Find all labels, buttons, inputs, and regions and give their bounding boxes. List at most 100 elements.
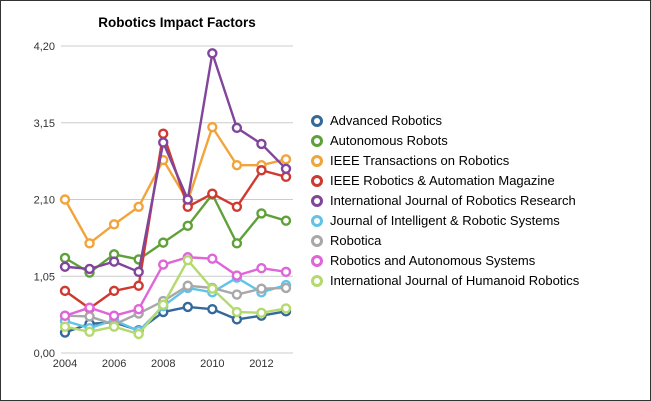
series-robotics-and-autonomous-systems (59, 252, 292, 321)
legend-label: Robotics and Autonomous Systems (330, 253, 536, 268)
series-line (63, 52, 288, 274)
legend-label: IEEE Transactions on Robotics (330, 153, 510, 168)
data-point-marker (280, 266, 292, 278)
data-point-marker (231, 238, 243, 249)
series-line (63, 258, 288, 336)
data-point-marker (133, 201, 144, 213)
data-point-marker (207, 253, 218, 264)
y-axis-label: 0,00 (34, 348, 55, 360)
series-line (63, 193, 288, 274)
data-point-marker (133, 303, 144, 315)
data-point-marker (256, 208, 267, 219)
data-point-marker (182, 254, 193, 266)
data-point-marker (133, 266, 144, 278)
data-point-marker (158, 259, 169, 270)
legend-label: International Journal of Robotics Resear… (330, 193, 576, 208)
data-point-marker (59, 310, 71, 321)
legend-label: Robotica (330, 233, 382, 248)
legend-ring-marker-icon (311, 194, 323, 207)
legend-item-robotics-and-autonomous-systems: Robotics and Autonomous Systems (311, 253, 579, 268)
legend-ring-marker-icon (311, 234, 323, 247)
data-point-marker (256, 283, 267, 294)
data-point-marker (231, 122, 243, 134)
data-point-marker (108, 256, 120, 267)
x-axis-label: 2004 (53, 358, 77, 370)
legend-item-autonomous-robots: Autonomous Robots (311, 133, 579, 148)
data-point-marker (108, 321, 120, 332)
legend-ring-marker-icon (311, 154, 323, 167)
data-point-marker (158, 137, 169, 148)
data-point-marker (207, 283, 218, 294)
series-autonomous-robots (59, 189, 292, 278)
data-point-marker (59, 261, 71, 272)
data-point-marker (231, 201, 243, 213)
chart-title: Robotics Impact Factors (98, 15, 256, 30)
legend-item-robotica: Robotica (311, 233, 579, 248)
data-point-marker (59, 321, 71, 332)
legend-label: Journal of Intelligent & Robotic Systems (330, 213, 560, 228)
legend-label: Advanced Robotics (330, 113, 443, 128)
data-point-marker (280, 215, 292, 226)
data-point-marker (158, 299, 169, 310)
data-point-marker (182, 301, 193, 313)
legend-label: International Journal of Humanoid Roboti… (330, 273, 580, 288)
data-point-marker (108, 219, 120, 230)
series-international-journal-of-robotics-research (59, 48, 292, 278)
legend-ring-marker-icon (311, 254, 323, 267)
legend-ring-marker-icon (311, 114, 323, 127)
legend-label: Autonomous Robots (330, 133, 448, 148)
data-point-marker (84, 263, 95, 275)
data-point-marker (207, 303, 218, 315)
data-point-marker (231, 270, 243, 281)
data-point-marker (133, 328, 144, 340)
y-axis-label: 4,20 (34, 41, 55, 53)
data-point-marker (256, 138, 267, 150)
x-axis-label: 2008 (151, 358, 175, 370)
data-point-marker (231, 306, 243, 318)
legend-item-advanced-robotics: Advanced Robotics (311, 113, 579, 128)
data-point-marker (59, 285, 71, 297)
chart-legend: Advanced Robotics Autonomous Robots IEEE T… (311, 1, 579, 400)
legend-ring-marker-icon (311, 134, 323, 147)
legend-label: IEEE Robotics & Automation Magazine (330, 173, 555, 188)
y-axis-label: 2,10 (34, 195, 55, 207)
series-ieee-transactions-on-robotics (59, 121, 292, 249)
series-line (63, 284, 288, 326)
data-point-marker (133, 280, 144, 291)
data-point-marker (84, 302, 95, 313)
y-axis-label: 1,05 (34, 271, 55, 283)
data-point-marker (182, 220, 193, 232)
data-point-marker (256, 165, 267, 176)
legend-item-ieee-transactions-on-robotics: IEEE Transactions on Robotics (311, 153, 579, 168)
data-point-marker (84, 238, 95, 249)
series-line (63, 256, 288, 317)
data-point-marker (84, 311, 95, 322)
data-point-marker (158, 237, 169, 248)
legend-ring-marker-icon (311, 174, 323, 187)
data-point-marker (59, 194, 71, 205)
data-point-marker (108, 285, 120, 297)
series-international-journal-of-humanoid-robotics (59, 254, 292, 340)
data-point-marker (280, 303, 292, 314)
data-point-marker (231, 159, 243, 171)
data-point-marker (59, 252, 71, 264)
series-line (63, 125, 288, 245)
legend-item-international-journal-of-robotics-research: International Journal of Robotics Resear… (311, 193, 579, 208)
data-point-marker (280, 163, 292, 175)
legend-item-ieee-robotics-automation-magazine: IEEE Robotics & Automation Magazine (311, 173, 579, 188)
data-point-marker (182, 280, 193, 291)
data-point-marker (280, 154, 292, 165)
x-axis-label: 2006 (102, 358, 126, 370)
data-point-marker (256, 263, 267, 274)
legend-item-international-journal-of-humanoid-robotics: International Journal of Humanoid Roboti… (311, 273, 579, 288)
data-point-marker (256, 307, 267, 318)
legend-ring-marker-icon (311, 214, 323, 227)
x-axis-label: 2010 (200, 358, 224, 370)
legend-item-journal-of-intelligent-robotic-systems: Journal of Intelligent & Robotic Systems (311, 213, 579, 228)
data-point-marker (280, 282, 292, 294)
y-axis-label: 3,15 (34, 118, 55, 130)
data-point-marker (84, 326, 95, 338)
data-point-marker (182, 194, 193, 205)
x-axis-label: 2012 (249, 358, 273, 370)
